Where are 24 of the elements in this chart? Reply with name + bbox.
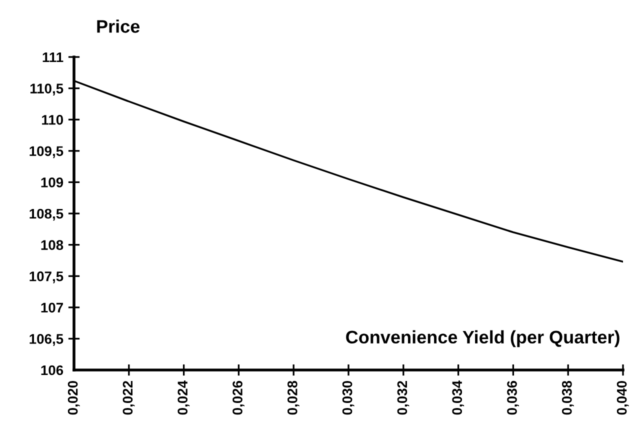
y-tick-label: 106,5 xyxy=(30,334,64,346)
x-tick-label: 0,026 xyxy=(232,380,244,415)
y-tick-label: 107 xyxy=(41,302,63,313)
x-tick-label: 0,036 xyxy=(507,380,519,415)
y-tick-label: 108 xyxy=(41,240,64,250)
y-tick-label: 108,5 xyxy=(30,208,64,221)
x-tick-label: 0,030 xyxy=(342,380,354,415)
x-tick-label: 0,028 xyxy=(287,380,300,415)
x-tick-label: 0,020 xyxy=(68,380,80,415)
x-tick-label: 0,038 xyxy=(562,380,574,415)
y-tick-label: 109,5 xyxy=(30,146,64,158)
x-tick-label: 0,022 xyxy=(122,380,135,415)
x-tick-label: 0,024 xyxy=(178,380,190,415)
y-axis-title: Price xyxy=(97,20,140,33)
x-tick-label: 0,032 xyxy=(397,380,410,415)
y-tick-label: 110 xyxy=(42,114,64,125)
y-tick-label: 110,5 xyxy=(30,84,64,96)
y-tick-label: 106 xyxy=(41,365,64,376)
y-tick-label: 109 xyxy=(41,178,64,188)
x-axis-title: Convenience Yield (per Quarter) xyxy=(346,330,620,348)
x-tick-label: 0,034 xyxy=(452,380,464,415)
y-tick-label: 107,5 xyxy=(30,271,64,284)
y-tick-label: 111 xyxy=(42,52,64,62)
x-tick-label: 0,040 xyxy=(616,380,629,415)
